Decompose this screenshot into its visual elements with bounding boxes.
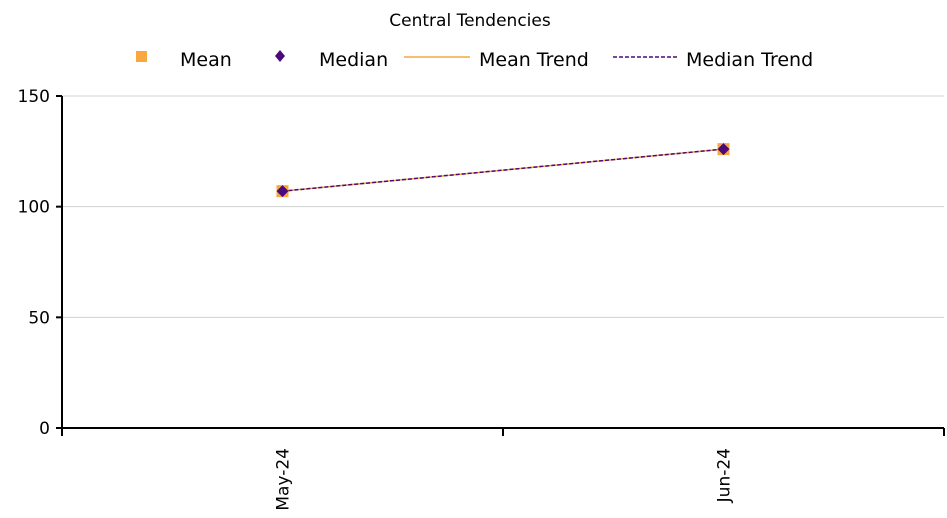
series-line-median-trend xyxy=(282,148,724,192)
gridlines xyxy=(62,95,944,318)
legend-median-marker xyxy=(275,50,285,62)
y-tick-label: 100 xyxy=(18,198,50,218)
x-tick-label: May-24 xyxy=(274,448,294,511)
median-point xyxy=(276,185,289,198)
legend-mean-trend-label: Mean Trend xyxy=(479,49,589,71)
legend-item-median: Median xyxy=(275,49,388,71)
legend-item-median-trend: Median Trend xyxy=(613,49,813,71)
series-lines xyxy=(282,148,724,192)
axes xyxy=(56,95,945,436)
legend-mean-label: Mean xyxy=(180,49,232,71)
y-tick-labels: 0 50 100 150 xyxy=(18,87,50,439)
y-tick-label: 150 xyxy=(18,87,50,107)
y-tick-label: 0 xyxy=(39,419,50,439)
median-point xyxy=(717,143,730,156)
x-tick-label: Jun-24 xyxy=(715,448,735,503)
legend-median-trend-label: Median Trend xyxy=(686,49,813,71)
y-tick-label: 50 xyxy=(28,308,50,328)
x-tick-labels: May-24 Jun-24 xyxy=(274,448,735,511)
chart-title: Central Tendencies xyxy=(389,11,551,31)
legend-median-label: Median xyxy=(319,49,388,71)
series-markers xyxy=(276,143,730,198)
legend: Mean Median Mean Trend Median Trend xyxy=(136,49,813,71)
legend-item-mean: Mean xyxy=(136,49,232,71)
legend-mean-marker xyxy=(136,51,147,62)
legend-item-mean-trend: Mean Trend xyxy=(404,49,589,71)
